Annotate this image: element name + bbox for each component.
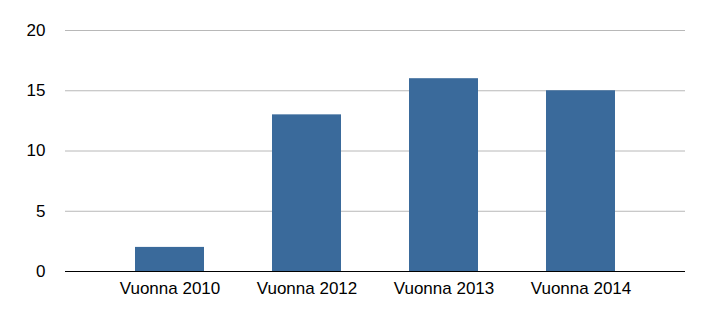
svg-text:10: 10	[27, 141, 46, 160]
svg-text:Vuonna 2010: Vuonna 2010	[120, 279, 221, 298]
svg-text:Vuonna 2014: Vuonna 2014	[531, 279, 632, 298]
svg-text:Vuonna 2013: Vuonna 2013	[394, 279, 495, 298]
svg-text:Vuonna 2012: Vuonna 2012	[257, 279, 358, 298]
svg-text:0: 0	[36, 262, 45, 281]
svg-text:15: 15	[27, 81, 46, 100]
svg-text:5: 5	[36, 202, 45, 221]
svg-text:20: 20	[27, 21, 46, 40]
